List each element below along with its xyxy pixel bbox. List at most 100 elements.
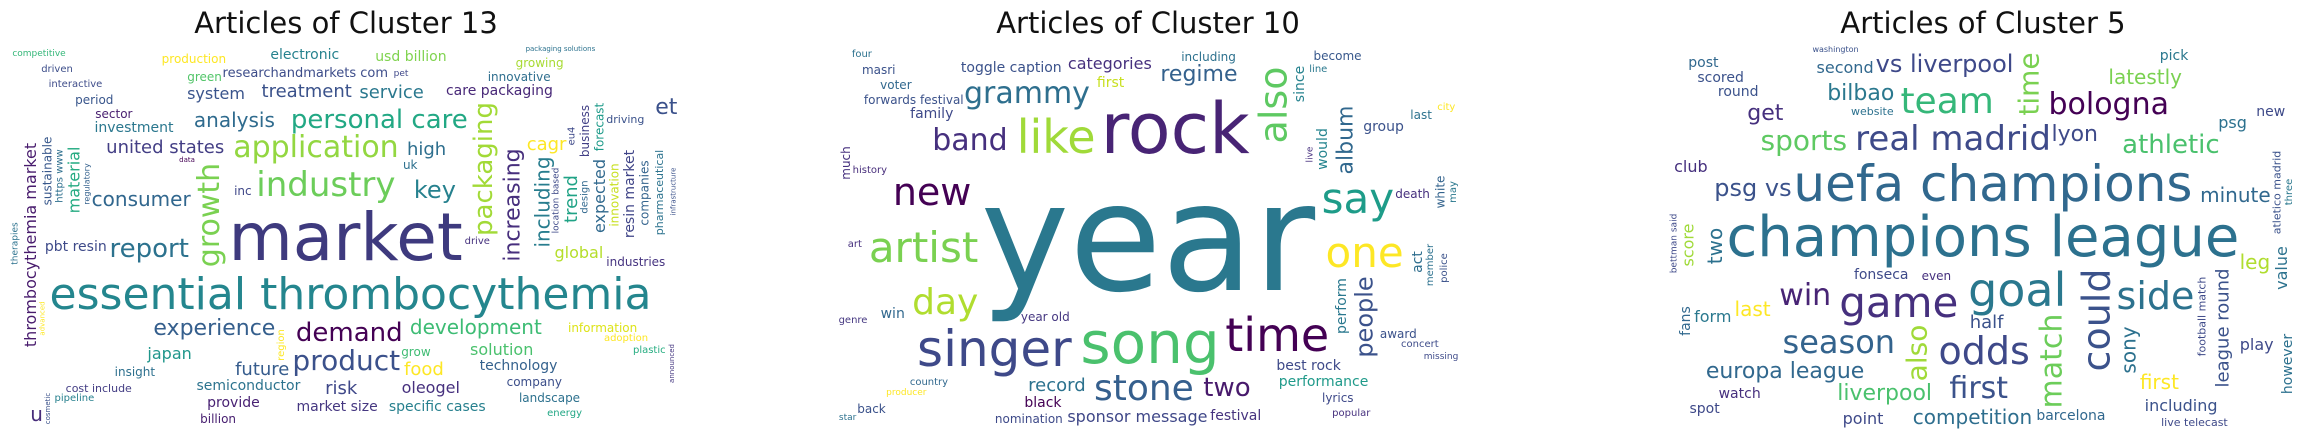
- cloud-word: united states: [106, 136, 225, 158]
- cloud-word: industries: [606, 255, 666, 270]
- cloud-word: act: [1410, 251, 1427, 274]
- cloud-word: infrastructure: [669, 167, 678, 216]
- cloud-word: demand: [295, 317, 403, 348]
- cloud-word: also: [1900, 324, 1934, 382]
- cloud-word: pipeline: [54, 392, 95, 404]
- cloud-word: innovation: [608, 163, 623, 227]
- cloud-word: washington: [1812, 45, 1859, 55]
- cloud-word: football match: [2194, 276, 2208, 357]
- cloud-word: vs liverpool: [1875, 50, 2014, 79]
- cloud-word: two: [1203, 373, 1251, 404]
- cloud-word: personal care: [290, 104, 468, 135]
- wordcloud-panel-1: Articles of Cluster 13 market essential t…: [10, 0, 682, 435]
- cloud-word: round: [1717, 84, 1759, 101]
- cloud-word: experience: [153, 316, 276, 342]
- cloud-word: information: [567, 320, 638, 335]
- cloud-word: white: [1433, 175, 1448, 209]
- cloud-word: drive: [464, 236, 490, 248]
- cloud-word: driving: [606, 112, 645, 126]
- cloud-word: back: [857, 401, 886, 416]
- cloud-word: provide: [207, 394, 260, 411]
- cloud-word: packaging: [468, 102, 499, 237]
- cloud-word: care packaging: [445, 82, 553, 99]
- cloud-word: first: [1096, 74, 1125, 91]
- cloud-word: score: [1678, 223, 1698, 267]
- cloud-word: group: [1363, 119, 1404, 136]
- cloud-word: could: [2074, 268, 2119, 372]
- cloud-word: new: [2256, 103, 2286, 120]
- cloud-word: announced: [667, 344, 676, 384]
- cloud-word: technology: [479, 357, 558, 374]
- cloud-word: leg: [2239, 250, 2271, 275]
- cloud-word: liverpool: [1837, 381, 1933, 407]
- cloud-word: japan: [147, 344, 192, 364]
- cloud-word: cagr: [526, 133, 567, 155]
- cloud-word: application: [233, 130, 399, 166]
- cloud-word: singer: [917, 319, 1072, 378]
- cloud-word: point: [1842, 408, 1884, 428]
- cloud-word: oleogel: [401, 378, 460, 398]
- cloud-word: researchandmarkets com: [222, 65, 389, 81]
- cloud-word: four: [851, 48, 872, 60]
- cloud-word: would: [1314, 128, 1331, 171]
- cloud-word: people: [1350, 276, 1379, 358]
- cloud-word: future: [235, 358, 290, 380]
- cloud-word: half: [1969, 312, 2004, 334]
- cloud-word: essential thrombocythemia: [49, 269, 652, 321]
- cloud-word: live telecast: [2161, 415, 2228, 429]
- cloud-word: producer: [886, 388, 927, 399]
- cloud-word: sony: [2116, 326, 2141, 374]
- cloud-word: star: [838, 413, 857, 424]
- cloud-word: side: [2116, 273, 2195, 318]
- cloud-word: uk: [402, 158, 418, 173]
- wordcloud-panel-3: Articles of Cluster 5 champions league ue…: [1668, 0, 2298, 435]
- cloud-word: song: [1080, 308, 1220, 377]
- cloud-word: record: [1028, 375, 1086, 397]
- cloud-word: value: [2271, 245, 2291, 290]
- cloud-word: market size: [296, 399, 378, 416]
- cloud-word: win: [880, 306, 905, 322]
- cloud-word: year old: [1020, 309, 1070, 324]
- cloud-word: team: [1900, 80, 1994, 122]
- cloud-word: competitive: [12, 49, 66, 60]
- cloud-word: high: [406, 138, 447, 160]
- cloud-word: forecast: [591, 102, 606, 152]
- cloud-word: day: [912, 281, 979, 323]
- cloud-word: market: [228, 198, 463, 276]
- cloud-word: time: [2012, 51, 2046, 116]
- cloud-word: risk: [325, 377, 358, 399]
- cloud-word: investment: [94, 119, 174, 136]
- cloud-word: family: [910, 105, 954, 122]
- cloud-word: become: [1313, 49, 1362, 64]
- cloud-word: much: [838, 145, 853, 180]
- panel-title: Articles of Cluster 10: [996, 6, 1300, 40]
- cloud-word: since: [1291, 65, 1308, 102]
- cloud-word: sustainable: [40, 137, 55, 206]
- cloud-word: new: [892, 169, 972, 214]
- cloud-word: treatment: [261, 81, 352, 103]
- cloud-word: history: [852, 165, 888, 177]
- cloud-word: band: [932, 122, 1008, 158]
- cloud-word: psg vs: [1714, 173, 1792, 202]
- cloud-word: electronic: [270, 46, 340, 63]
- cloud-word: minute: [2200, 182, 2271, 207]
- cloud-word: goal: [1968, 262, 2067, 317]
- cloud-word: live: [1305, 146, 1316, 163]
- cloud-word: growing: [515, 56, 564, 70]
- cloud-word: sports: [1760, 123, 1848, 157]
- cloud-word: https www: [54, 149, 66, 203]
- cloud-word: including: [1181, 49, 1236, 64]
- cloud-word: last: [1734, 296, 1771, 321]
- cloud-word: pharmaceutical: [652, 149, 666, 235]
- cloud-word: three: [2284, 178, 2296, 205]
- cloud-word: voter: [880, 78, 912, 93]
- cloud-word: material: [64, 146, 84, 214]
- panel-title: Articles of Cluster 5: [1840, 6, 2126, 40]
- cloud-word: period: [75, 92, 114, 107]
- cloud-word: real madrid: [1855, 118, 2051, 159]
- cloud-word: one: [1325, 228, 1404, 278]
- cloud-word: global: [554, 243, 604, 263]
- cloud-word: advanced: [38, 301, 47, 337]
- cloud-word: adoption: [603, 333, 649, 345]
- cloud-word: last: [1410, 108, 1432, 123]
